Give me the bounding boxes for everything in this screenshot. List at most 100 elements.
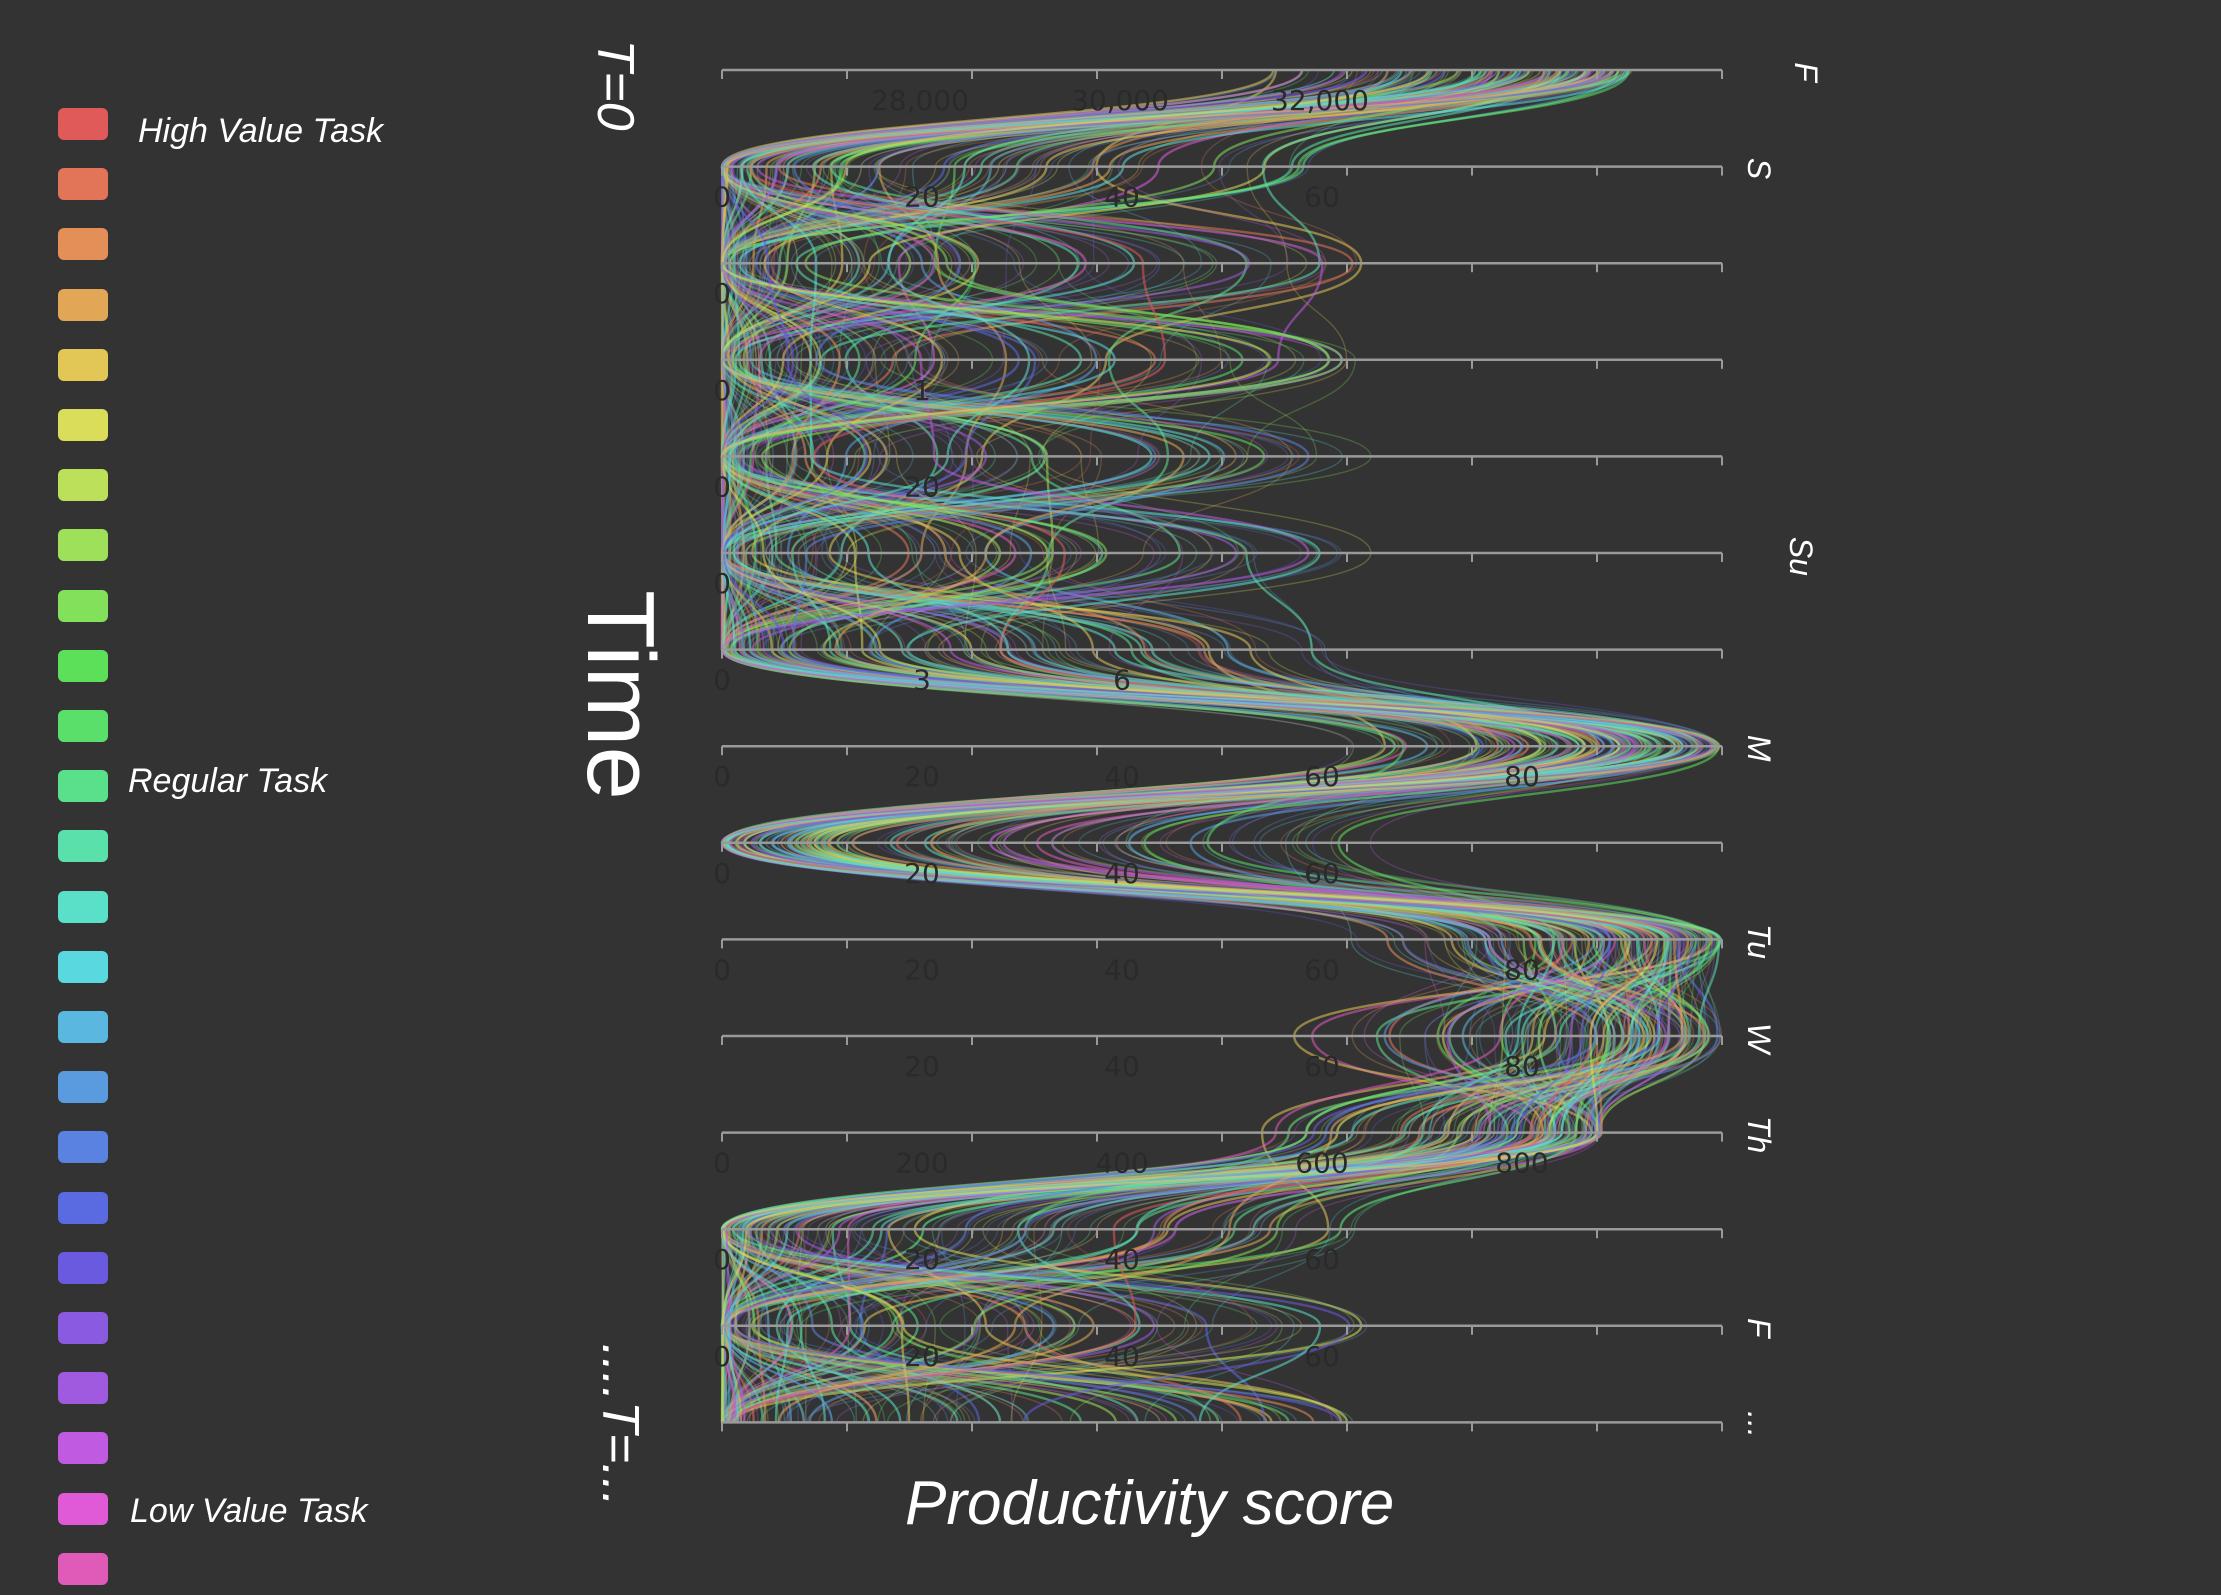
tick-label: 40 (1104, 1050, 1140, 1083)
tick-label: 0 (713, 277, 731, 310)
day-label: Su (1783, 537, 1819, 576)
legend-swatch (58, 830, 108, 863)
legend-swatch (58, 1251, 108, 1284)
tick-label: 0 (713, 664, 731, 697)
legend-swatch (58, 288, 108, 321)
day-label: S (1741, 158, 1777, 179)
legend-swatch (58, 1131, 108, 1164)
tick-label: 0 (713, 857, 731, 890)
tick-label: 30,000 (1071, 84, 1169, 117)
legend-label-high: High Value Task (138, 112, 384, 150)
tick-label: 20 (904, 857, 940, 890)
day-label: W (1741, 1023, 1777, 1056)
tick-label: 0 (713, 181, 731, 214)
tick-label: 20 (904, 1050, 940, 1083)
legend-swatch (58, 409, 108, 441)
legend-swatch (58, 589, 108, 622)
tick-label: 200 (895, 1147, 948, 1180)
polyline (720, 69, 1659, 1423)
day-label: F (1741, 1318, 1777, 1340)
tick-label: 3 (913, 664, 931, 697)
legend-label-low: Low Value Task (130, 1492, 368, 1530)
tick-label: 40 (1104, 181, 1140, 214)
legend-swatch (58, 1492, 108, 1525)
tick-label: 60 (1304, 953, 1340, 986)
legend-swatch (58, 890, 108, 923)
legend: High Value Task Regular Task Low Value Tas… (0, 0, 520, 1595)
tick-label: 60 (1304, 760, 1340, 793)
polyline (721, 69, 1672, 1423)
tick-label: 800 (1495, 1147, 1548, 1180)
x-axis-label: Productivity score (905, 1469, 1395, 1538)
tick-label: 32,000 (1271, 84, 1369, 117)
day-label: ... (1741, 1411, 1777, 1438)
tick-label: 1 (913, 374, 931, 407)
tick-label: 0 (713, 1147, 731, 1180)
legend-swatch (58, 469, 108, 502)
tick-label: 0 (713, 374, 731, 407)
legend-swatch (58, 228, 108, 261)
tick-label: 60 (1304, 1243, 1340, 1276)
day-label: F (1788, 62, 1824, 84)
tick-label: 40 (1104, 1243, 1140, 1276)
tick-label: 80 (1504, 760, 1540, 793)
tick-label: 600 (1295, 1147, 1348, 1180)
legend-swatch (58, 1312, 108, 1344)
legend-swatch (58, 649, 108, 682)
legend-swatch (58, 950, 108, 983)
polyline (720, 69, 1715, 1423)
tick-label: 20 (904, 953, 940, 986)
tick-label: 20 (904, 760, 940, 793)
tick-label: 0 (713, 1243, 731, 1276)
tick-label: 0 (713, 567, 731, 600)
legend-swatch (58, 1011, 108, 1043)
tick-label: 60 (1304, 1340, 1340, 1373)
tick-label: 20 (904, 1340, 940, 1373)
tick-label: 0 (713, 953, 731, 986)
polyline (720, 69, 1668, 1423)
tick-label: 0 (713, 470, 731, 503)
legend-swatch (58, 1372, 108, 1405)
legend-swatch (58, 1432, 108, 1465)
polyline (721, 69, 1718, 1423)
polyline (724, 69, 1656, 1423)
legend-swatch (58, 770, 108, 803)
tick-label: 60 (1304, 181, 1340, 214)
tick-label: 40 (1104, 953, 1140, 986)
tick-label: 40 (1104, 857, 1140, 890)
tick-label: 80 (1504, 1050, 1540, 1083)
legend-swatch (58, 529, 108, 562)
polyline (723, 69, 1688, 1423)
polyline (721, 69, 1684, 1423)
legend-swatch (58, 108, 108, 140)
tick-label: 400 (1095, 1147, 1148, 1180)
polyline (720, 69, 1688, 1423)
tick-label: 0 (713, 1340, 731, 1373)
legend-swatch (58, 348, 108, 381)
tick-label: 40 (1104, 1340, 1140, 1373)
tick-label: 20 (904, 181, 940, 214)
tick-label: 28,000 (871, 84, 969, 117)
polyline (722, 69, 1693, 1423)
day-label: Tu (1741, 924, 1777, 959)
tick-label: 60 (1304, 857, 1340, 890)
legend-swatch (58, 1552, 108, 1585)
legend-swatch (58, 1071, 108, 1104)
day-label: M (1741, 735, 1777, 762)
polyline (721, 69, 1617, 1423)
tick-label: 6 (1113, 664, 1131, 697)
tick-label: 0 (713, 760, 731, 793)
polyline (721, 69, 1656, 1423)
tick-label: 20 (904, 470, 940, 503)
legend-label-regular: Regular Task (128, 762, 328, 800)
day-label: Th (1741, 1116, 1777, 1153)
polyline-bundles (720, 69, 1723, 1423)
legend-swatch (58, 1191, 108, 1224)
polyline (726, 69, 1684, 1423)
tick-label: 20 (904, 1243, 940, 1276)
tick-label: 40 (1104, 760, 1140, 793)
tick-label: 80 (1504, 953, 1540, 986)
polyline (721, 69, 1695, 1423)
